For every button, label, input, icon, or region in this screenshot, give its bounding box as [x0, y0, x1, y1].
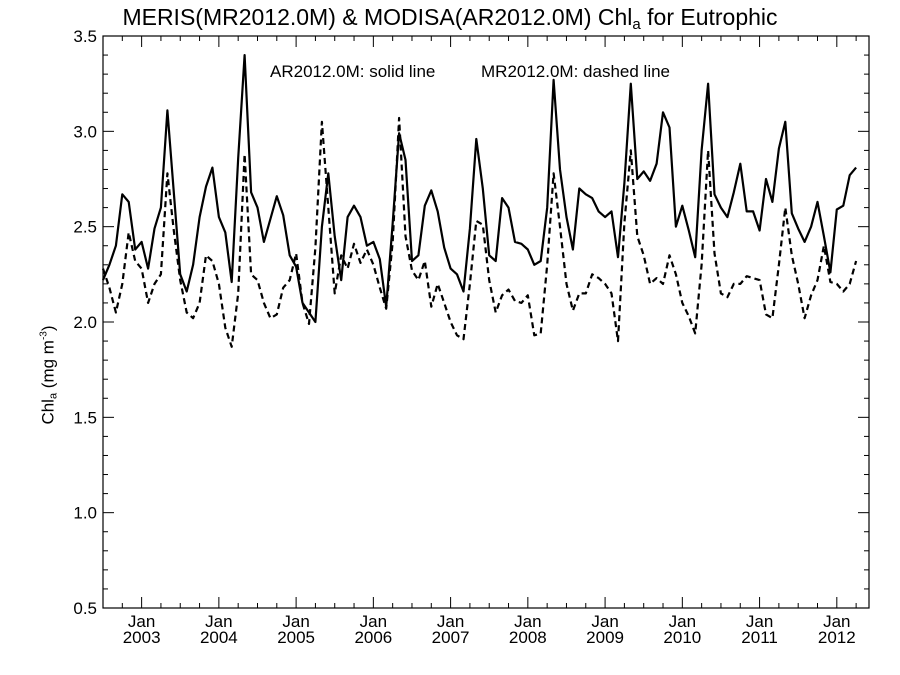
y-tick-label: 1.5: [73, 408, 97, 427]
x-tick-month-label: Jan: [746, 612, 773, 631]
x-tick-year-label: 2009: [586, 628, 624, 647]
y-tick-label: 2.0: [73, 313, 97, 332]
y-tick-label: 3.0: [73, 122, 97, 141]
x-tick-month-label: Jan: [437, 612, 464, 631]
x-tick-month-label: Jan: [128, 612, 155, 631]
x-tick-month-label: Jan: [591, 612, 618, 631]
x-tick-year-label: 2003: [123, 628, 161, 647]
chart-title-subscript: a: [632, 16, 641, 33]
chart-title-suffix: for Eutrophic: [640, 4, 778, 30]
x-tick-year-label: 2007: [432, 628, 470, 647]
x-tick-year-label: 2008: [509, 628, 547, 647]
axes: 0.51.01.52.02.53.03.5Jan2003Jan2004Jan20…: [73, 27, 870, 647]
x-tick-year-label: 2010: [663, 628, 701, 647]
x-tick-year-label: 2005: [277, 628, 315, 647]
legend-dashed-text: MR2012.0M: dashed line: [481, 62, 671, 81]
series-line-mr2012-0m: [101, 116, 858, 348]
x-tick-year-label: 2004: [200, 628, 238, 647]
x-tick-year-label: 2012: [818, 628, 856, 647]
plot-frame: [102, 35, 870, 609]
x-tick-month-label: Jan: [669, 612, 696, 631]
y-tick-label: 2.5: [73, 218, 97, 237]
x-tick-year-label: 2006: [354, 628, 392, 647]
y-tick-label: 0.5: [73, 599, 97, 618]
series-line-ar2012-0m: [101, 53, 857, 324]
legend-solid-text: AR2012.0M: solid line: [270, 62, 436, 81]
x-tick-month-label: Jan: [205, 612, 232, 631]
y-tick-label: 1.0: [73, 504, 97, 523]
x-tick-month-label: Jan: [360, 612, 387, 631]
x-tick-month-label: Jan: [514, 612, 541, 631]
x-tick-year-label: 2011: [741, 628, 778, 647]
y-tick-label: 3.5: [73, 27, 97, 46]
chart-title-text: MERIS(MR2012.0M) & MODISA(AR2012.0M) Chl: [122, 4, 633, 30]
chart-title: MERIS(MR2012.0M) & MODISA(AR2012.0M) Chl…: [0, 4, 900, 33]
x-tick-month-label: Jan: [823, 612, 850, 631]
series-layer: [101, 53, 858, 348]
x-tick-month-label: Jan: [282, 612, 309, 631]
